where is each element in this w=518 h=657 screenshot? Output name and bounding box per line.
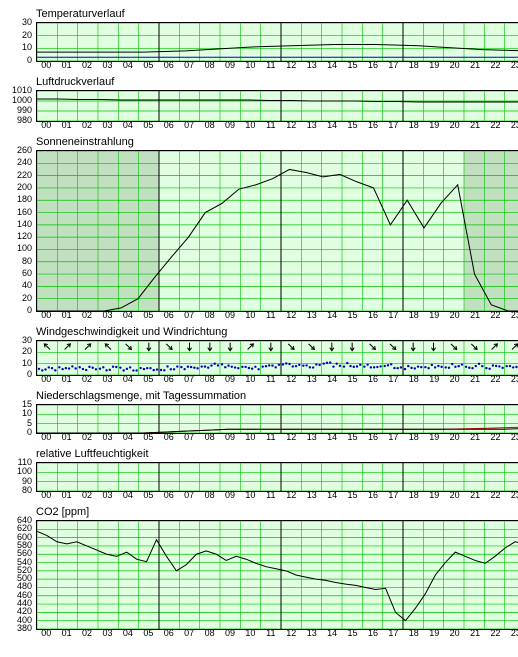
- yaxis-temp: 0102030: [8, 22, 34, 60]
- plot-precip: [36, 404, 518, 434]
- plot-solar: [36, 150, 518, 312]
- panel-wind: Windgeschwindigkeit und Windrichtung0102…: [8, 326, 518, 384]
- yaxis-wind: 0102030: [8, 340, 34, 374]
- title-precip: Niederschlagsmenge, mit Tagessummation: [36, 390, 518, 402]
- title-solar: Sonneneinstrahlung: [36, 136, 518, 148]
- panel-temp: Temperaturverlauf01020300001020304050607…: [8, 8, 518, 70]
- panel-press: Luftdruckverlauf980990100010100001020304…: [8, 76, 518, 130]
- yaxis-solar: 020406080100120140160180200220240260: [8, 150, 34, 310]
- panel-solar: Sonneneinstrahlung0204060801001201401601…: [8, 136, 518, 320]
- title-wind: Windgeschwindigkeit und Windrichtung: [36, 326, 518, 338]
- yaxis-hum: 8090100110: [8, 462, 34, 490]
- panel-precip: Niederschlagsmenge, mit Tagessummation05…: [8, 390, 518, 442]
- title-co2: CO2 [ppm]: [36, 506, 518, 518]
- title-press: Luftdruckverlauf: [36, 76, 518, 88]
- yaxis-co2: 3804004204404604805005205405605806006206…: [8, 520, 34, 628]
- panel-hum: relative Luftfeuchtigkeit809010011000010…: [8, 448, 518, 500]
- plot-hum: [36, 462, 518, 492]
- panel-co2: CO2 [ppm]3804004204404604805005205405605…: [8, 506, 518, 638]
- plot-wind: [36, 340, 518, 376]
- title-temp: Temperaturverlauf: [36, 8, 518, 20]
- yaxis-precip: 051015: [8, 404, 34, 432]
- plot-press: [36, 90, 518, 122]
- title-hum: relative Luftfeuchtigkeit: [36, 448, 518, 460]
- yaxis-press: 98099010001010: [8, 90, 34, 120]
- plot-temp: [36, 22, 518, 62]
- plot-co2: [36, 520, 518, 630]
